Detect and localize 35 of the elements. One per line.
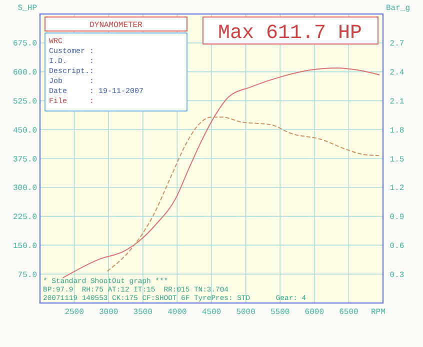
x-tick-label: 5500 xyxy=(270,308,290,317)
x-tick-label: 4500 xyxy=(202,308,222,317)
line-series xyxy=(106,116,380,272)
y-tick-label: 225.0 xyxy=(12,213,38,222)
y2-tick-label: 1.5 xyxy=(390,155,404,164)
annotation: Max 611.7 HP xyxy=(218,22,362,45)
y-tick-label: 375.0 xyxy=(12,155,38,164)
y2-tick-label: 0.6 xyxy=(390,242,404,251)
y2-tick-label: 2.7 xyxy=(390,40,404,49)
y-tick-label: 300.0 xyxy=(12,184,38,194)
x-tick-label: 5000 xyxy=(236,308,256,317)
x-tick-label: 6500 xyxy=(339,308,358,317)
y2-tick-label: 1.2 xyxy=(390,184,404,194)
x-tick-label: 4000 xyxy=(168,308,187,317)
x-tick-label: 6000 xyxy=(304,308,324,317)
y-tick-label: 600.0 xyxy=(12,68,38,78)
y-tick-label: 450.0 xyxy=(12,126,38,136)
x-tick-label: 3500 xyxy=(133,308,153,317)
y2-tick-label: 0.3 xyxy=(390,270,404,280)
header-box: DYNAMOMETER xyxy=(44,16,188,32)
x-tick-label: 3000 xyxy=(99,308,118,317)
x-axis-title: RPM xyxy=(371,308,386,317)
y-tick-label: 75.0 xyxy=(18,270,38,280)
y-tick-label: 150.0 xyxy=(12,242,38,251)
y2-tick-label: 0.9 xyxy=(390,213,404,222)
peak-box: Max 611.7 HP xyxy=(202,16,378,45)
x-tick-label: 2500 xyxy=(64,308,84,317)
y-tick-label: 675.0 xyxy=(12,40,38,49)
annotation: DYNAMOMETER xyxy=(90,21,143,30)
y2-tick-label: 2.1 xyxy=(390,98,404,106)
y2-tick-label: 2.4 xyxy=(390,68,404,78)
y-axis-title: S_HP xyxy=(18,4,38,13)
y2-tick-label: 1.8 xyxy=(390,126,404,136)
y-tick-label: 525.0 xyxy=(12,98,38,106)
y2-axis-title: Bar_g xyxy=(386,4,410,13)
